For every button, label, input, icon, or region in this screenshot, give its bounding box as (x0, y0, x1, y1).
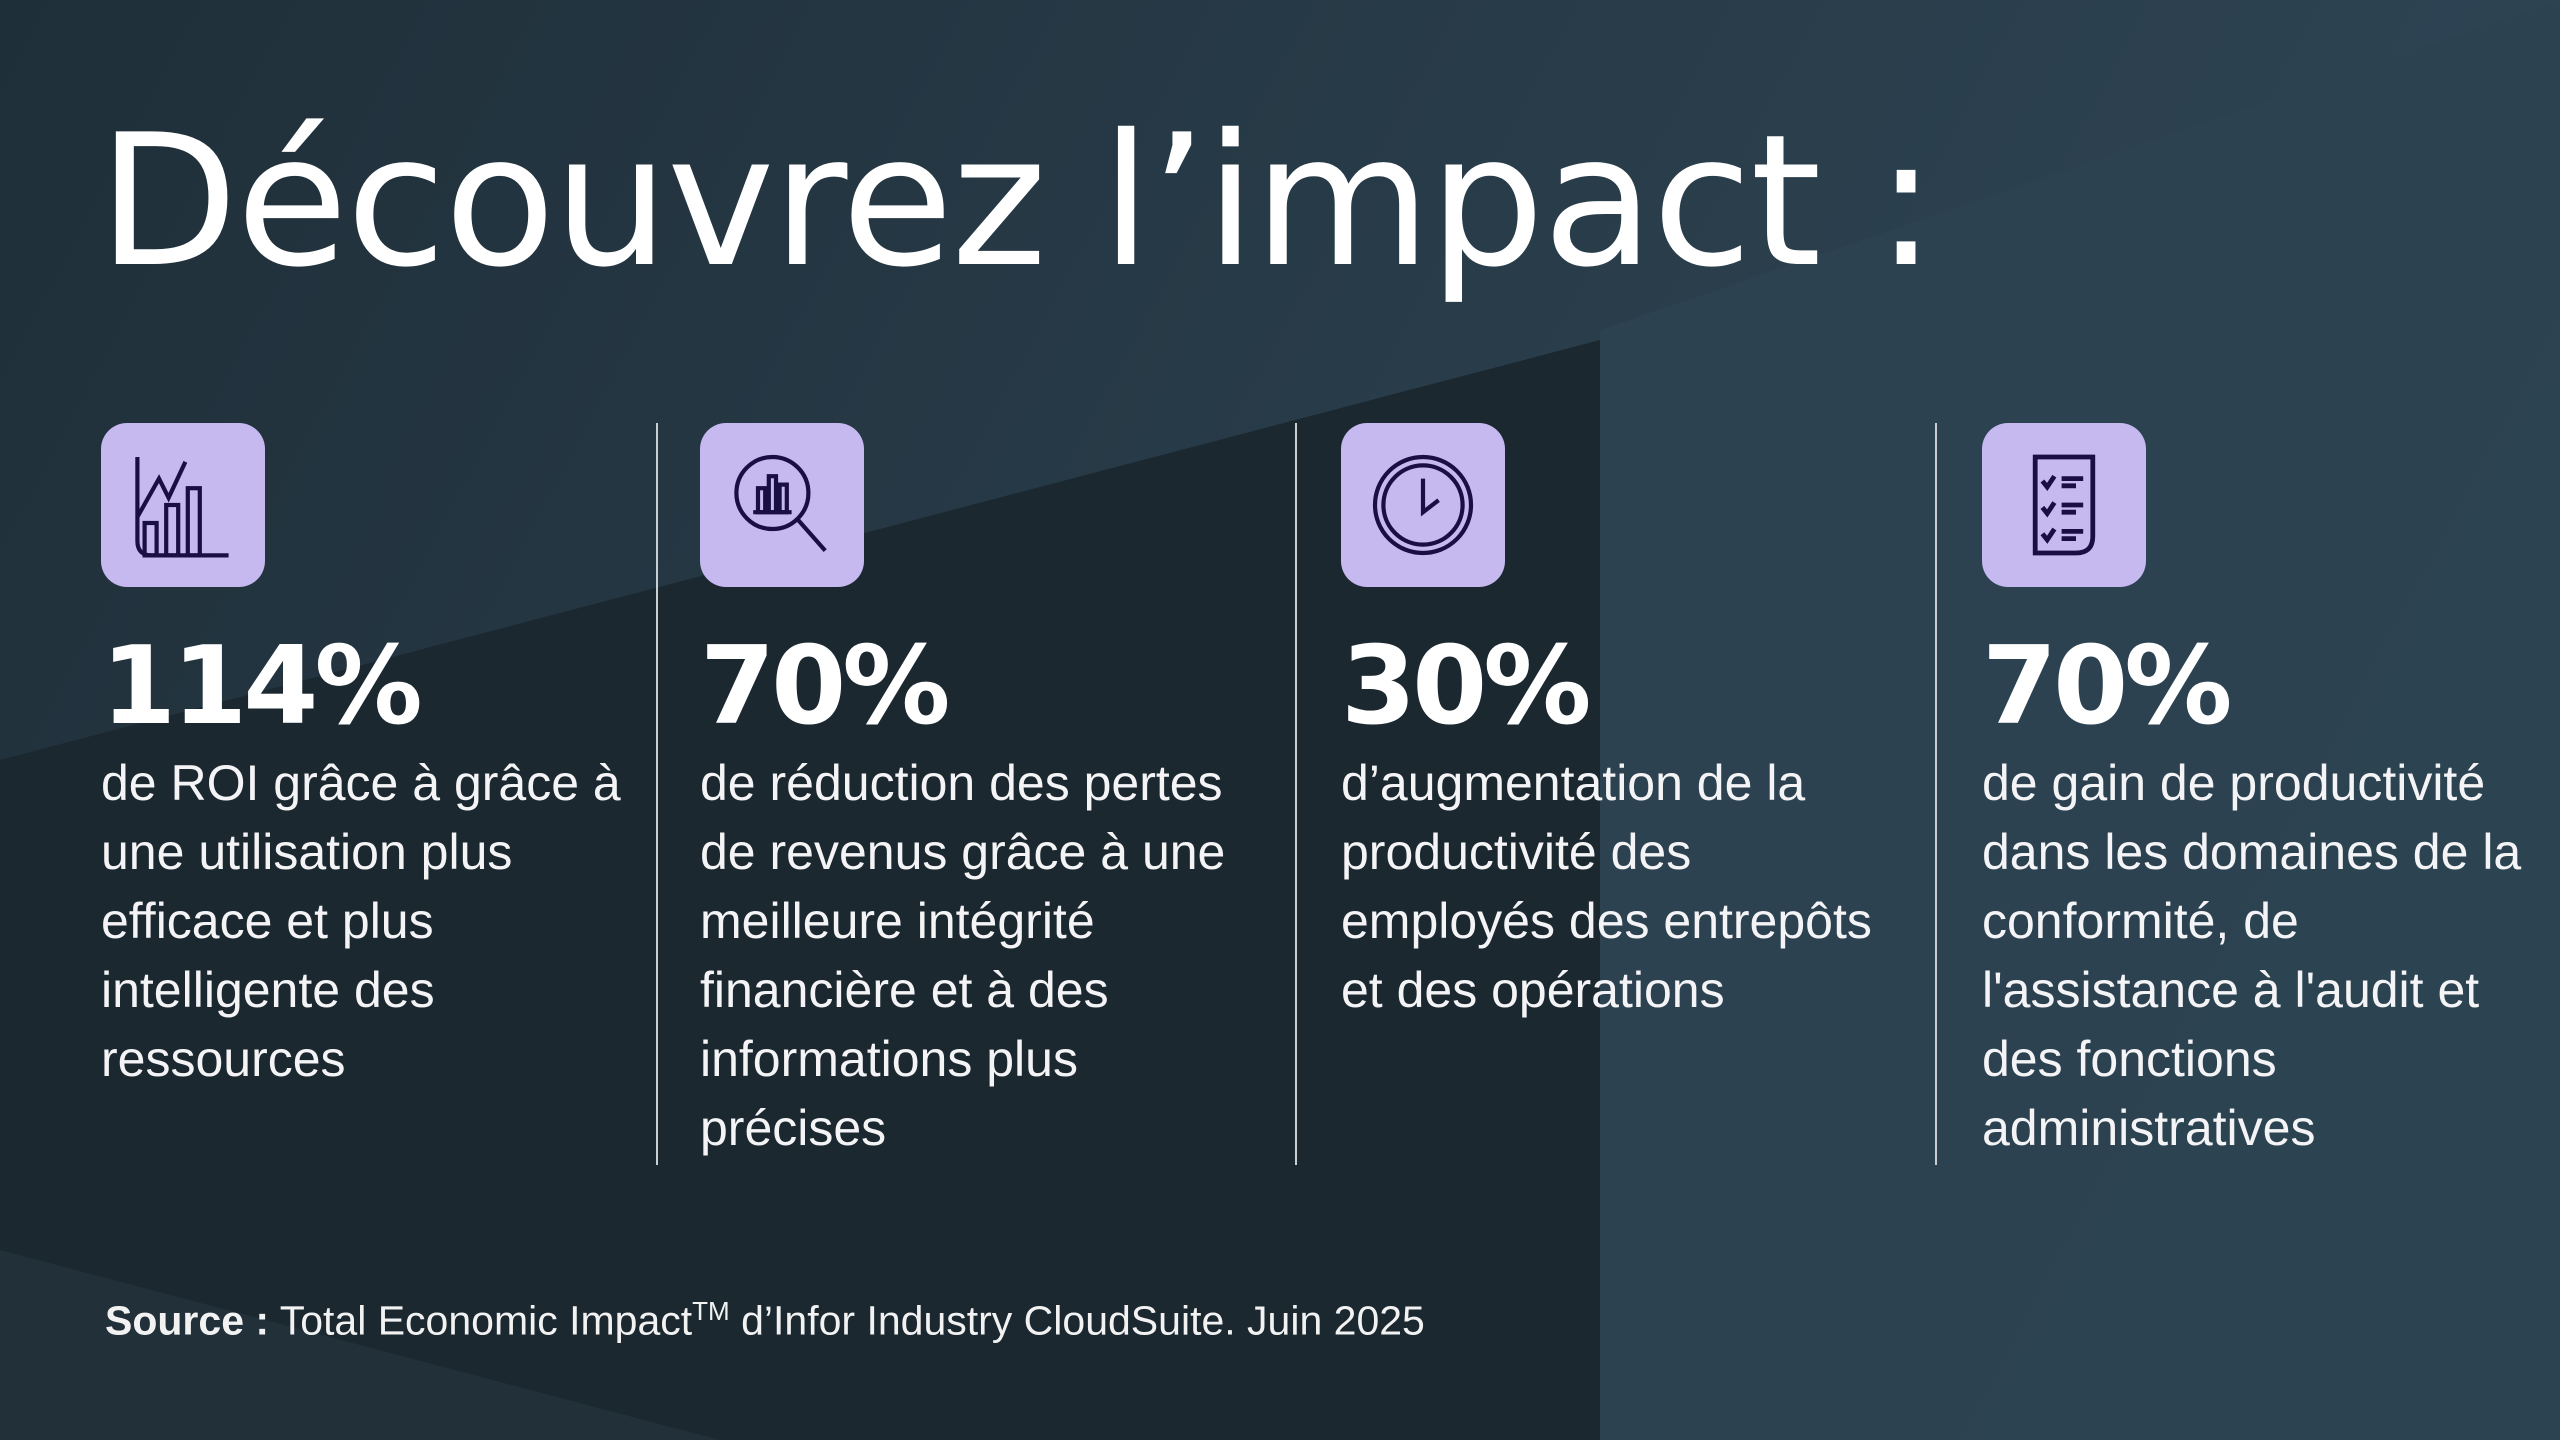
source-text: Total Economic Impact (279, 1297, 693, 1344)
stat-value: 114% (101, 624, 423, 749)
page-title: Découvrez l’impact : (98, 95, 1937, 307)
source-text-after: d’Infor Industry CloudSuite. Juin 2025 (741, 1297, 1425, 1344)
stat-description: de réduction des pertes de revenus grâce… (700, 755, 1226, 1156)
stat-description: d’augmentation de la productivité des em… (1341, 755, 1872, 1018)
stat-revenue-loss: 70% de réduction des pertes de revenus g… (700, 423, 1260, 1163)
checklist-icon (1982, 423, 2146, 587)
stat-description: de gain de productivité dans les domaine… (1982, 755, 2522, 1156)
stat-value: 70% (700, 624, 951, 749)
divider (1935, 423, 1937, 1165)
chart-growth-icon (101, 423, 265, 587)
trademark: TM (692, 1296, 730, 1326)
source-note: Source : Total Economic ImpactTM d’Infor… (105, 1296, 1425, 1345)
stat-roi: 114% de ROI grâce à grâce à une utilisat… (101, 423, 661, 1094)
stat-compliance: 70% de gain de productivité dans les dom… (1982, 423, 2542, 1163)
stat-productivity: 30% d’augmentation de la productivité de… (1341, 423, 1901, 1025)
source-label: Source : (105, 1297, 270, 1344)
stat-value: 70% (1982, 624, 2233, 749)
magnifier-chart-icon (700, 423, 864, 587)
divider (1295, 423, 1297, 1165)
stat-description: de ROI grâce à grâce à une utilisation p… (101, 755, 621, 1087)
divider (656, 423, 658, 1165)
clock-icon (1341, 423, 1505, 587)
stat-value: 30% (1341, 624, 1592, 749)
